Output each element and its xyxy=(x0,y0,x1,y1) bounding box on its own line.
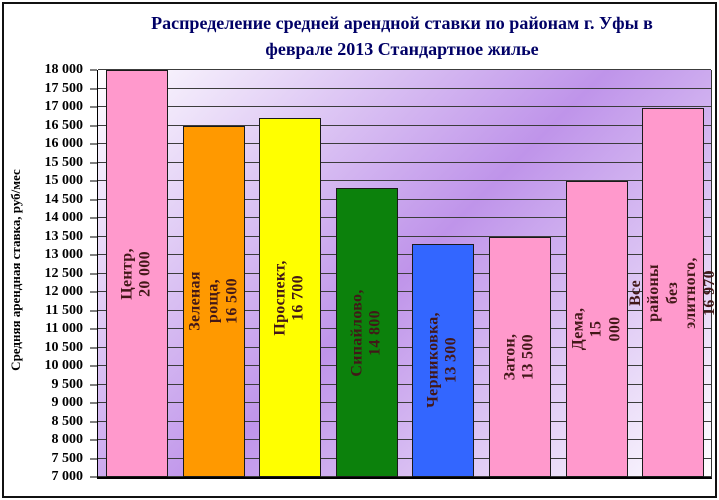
gridline xyxy=(98,309,711,311)
y-tick-mark xyxy=(90,365,97,367)
bar-label: Дема, 15 000 xyxy=(569,307,623,351)
y-tick-label: 14 000 xyxy=(44,210,84,225)
y-tick-mark xyxy=(90,88,97,89)
y-tick-label: 11 000 xyxy=(45,321,83,336)
y-tick-mark xyxy=(90,273,97,274)
bar-label: Зеленая роща, 16 500 xyxy=(186,271,240,332)
y-tick-label: 8 500 xyxy=(51,413,84,429)
y-tick-mark xyxy=(90,217,97,219)
y-tick-mark xyxy=(90,384,97,385)
bar-6-затон: Затон, 13 500 xyxy=(489,236,551,477)
gridline xyxy=(98,476,711,477)
y-tick-label: 11 500 xyxy=(45,302,83,318)
plot-area: Центр, 20 000 Зеленая роща, 16 500 Проспек… xyxy=(97,69,718,479)
gridline xyxy=(98,254,711,255)
bar-label: Проспект, 16 700 xyxy=(271,259,308,336)
bar-4-сипайлово: Сипайлово, 14 800 xyxy=(335,188,398,477)
y-tick-mark xyxy=(90,328,97,330)
gridline xyxy=(98,180,711,181)
gridline xyxy=(98,328,711,329)
gridline xyxy=(98,217,711,218)
y-tick-mark xyxy=(90,476,97,478)
gridline xyxy=(98,439,711,440)
y-tick-label: 10 000 xyxy=(44,358,84,373)
y-tick-label: 10 500 xyxy=(44,339,84,355)
bar-label: Все районы без элитного, 16 970 xyxy=(627,256,718,329)
y-tick-label: 18 000 xyxy=(44,62,84,77)
y-tick-mark xyxy=(90,106,97,108)
y-tick-label: 15 000 xyxy=(44,173,84,188)
y-tick-label: 16 000 xyxy=(44,136,84,151)
y-tick-mark xyxy=(90,125,97,126)
gridline xyxy=(98,161,711,163)
gridline xyxy=(98,383,711,385)
y-tick-mark xyxy=(90,347,97,348)
y-tick-mark xyxy=(90,199,97,200)
bar-label: Центр, 20 000 xyxy=(118,247,154,300)
bar-label: Затон, 13 500 xyxy=(501,333,537,381)
y-tick-mark xyxy=(90,236,97,237)
gridline xyxy=(98,365,711,366)
bar-5-черниковка: Черниковка, 13 300 xyxy=(412,243,475,477)
bar-label: Сипайлово, 14 800 xyxy=(348,289,384,377)
bar-1-центр: Центр, 20 000 xyxy=(106,70,168,477)
y-tick-mark xyxy=(90,254,97,256)
y-tick-mark xyxy=(90,439,97,441)
y-tick-label: 15 500 xyxy=(44,154,84,170)
y-tick-mark xyxy=(90,69,97,71)
gridline xyxy=(98,124,711,126)
y-tick-mark xyxy=(90,402,97,404)
y-tick-label: 12 500 xyxy=(44,265,84,281)
y-tick-mark xyxy=(90,310,97,311)
bar-2-зеленая-роща: Зеленая роща, 16 500 xyxy=(182,125,245,477)
y-tick-mark xyxy=(90,143,97,145)
y-tick-mark xyxy=(90,421,97,422)
gridline xyxy=(98,143,711,144)
y-tick-label: 17 000 xyxy=(44,99,84,114)
gridline xyxy=(98,106,711,107)
gridline xyxy=(98,87,711,89)
gridline xyxy=(98,420,711,422)
bar-3-проспект: Проспект, 16 700 xyxy=(259,118,322,477)
y-tick-label: 9 000 xyxy=(51,395,84,410)
y-axis: 7 000 7 500 8 000 8 500 9 000 9 500 10 000 10 5… xyxy=(0,62,97,484)
y-tick-label: 13 000 xyxy=(44,247,84,262)
gridline xyxy=(98,402,711,403)
gridline xyxy=(98,235,711,237)
y-tick-label: 7 500 xyxy=(51,450,84,466)
chart-title: Распределение средней арендной ставки по… xyxy=(151,13,653,60)
gridline xyxy=(98,291,711,292)
y-tick-label: 16 500 xyxy=(44,117,84,133)
bar-7-дема: Дема, 15 000 xyxy=(565,181,628,477)
y-tick-mark xyxy=(90,458,97,459)
y-tick-label: 8 000 xyxy=(51,432,84,447)
y-tick-label: 14 500 xyxy=(44,191,84,207)
y-tick-label: 9 500 xyxy=(51,376,84,392)
gridline xyxy=(98,198,711,200)
y-tick-mark xyxy=(90,291,97,293)
gridline xyxy=(98,69,711,70)
gridline xyxy=(98,457,711,459)
y-tick-mark xyxy=(90,180,97,182)
y-tick-label: 17 500 xyxy=(44,80,84,96)
bar-8-все-районы-без-элитного: Все районы без элитного, 16 970 xyxy=(627,108,718,477)
gridline xyxy=(98,346,711,348)
bar-label: Черниковка, 13 300 xyxy=(425,312,461,409)
y-tick-label: 13 500 xyxy=(44,228,84,244)
gridline xyxy=(98,272,711,274)
y-tick-mark xyxy=(90,162,97,163)
y-tick-label: 12 000 xyxy=(44,284,84,299)
y-tick-label: 7 000 xyxy=(51,469,84,484)
